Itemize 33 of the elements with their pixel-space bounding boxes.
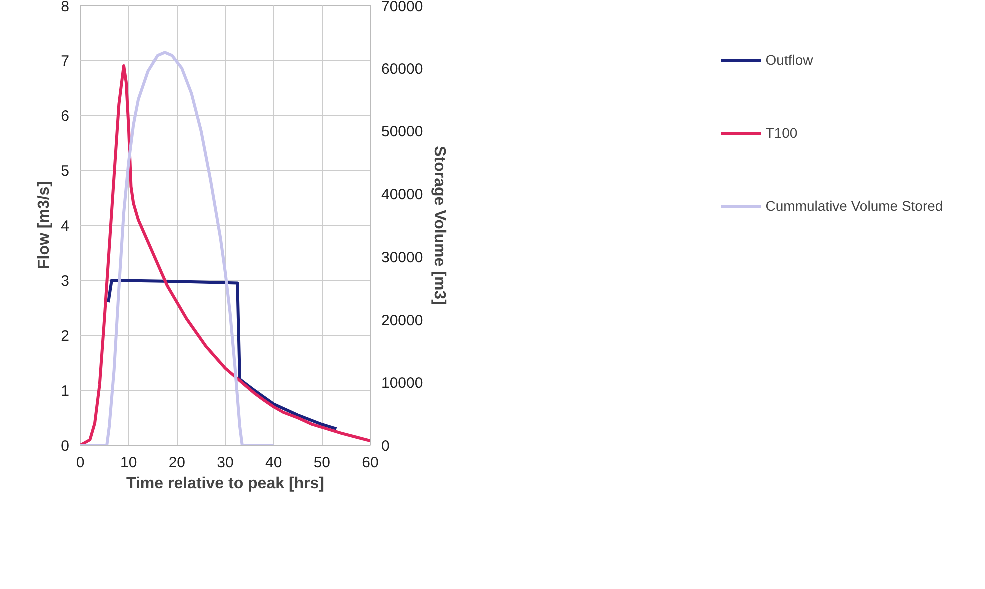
y2-tick-label: 50000 <box>382 124 424 141</box>
x-tick-label: 20 <box>168 454 186 472</box>
y-tick-label: 3 <box>61 273 70 290</box>
y2-tick-label: 60000 <box>382 60 424 78</box>
y2-tick-label: 40000 <box>382 186 424 204</box>
line-series <box>80 64 370 446</box>
y-tick-label: 0 <box>61 438 70 455</box>
x-axis-title: Time relative to peak [hrs] <box>126 476 324 492</box>
y-tick-label: 7 <box>61 53 70 70</box>
y2-tick-label: 30000 <box>382 249 424 266</box>
y-tick-label: 1 <box>61 383 70 400</box>
y2-tick-label: 0 <box>382 438 390 455</box>
y-tick-label: 6 <box>61 108 70 125</box>
legend-label: Cummulative Volume Stored <box>766 197 944 216</box>
y2-tick-label: 10000 <box>382 375 424 392</box>
legend-label: T100 <box>766 124 798 143</box>
y-tick-label: 2 <box>61 328 70 345</box>
x-tick-label: 10 <box>120 454 138 472</box>
y2-axis-title: Storage Volume [m3] <box>431 146 448 305</box>
y-axis-title: Flow [m3/s] <box>36 181 54 270</box>
y-tick-label: 5 <box>61 163 70 180</box>
x-tick-label: 30 <box>217 454 234 472</box>
y-tick-label: 4 <box>61 218 70 235</box>
line-series <box>107 279 338 430</box>
y2-tick-label: 70000 <box>382 0 424 16</box>
legend-label: Outflow <box>766 51 814 70</box>
x-tick-label: 40 <box>265 454 282 472</box>
y2-tick-label: 20000 <box>382 312 424 330</box>
x-tick-label: 0 <box>76 454 85 472</box>
y-tick-label: 8 <box>61 0 70 16</box>
line-series <box>80 51 276 446</box>
x-tick-label: 60 <box>362 454 379 472</box>
x-tick-label: 50 <box>314 454 331 472</box>
